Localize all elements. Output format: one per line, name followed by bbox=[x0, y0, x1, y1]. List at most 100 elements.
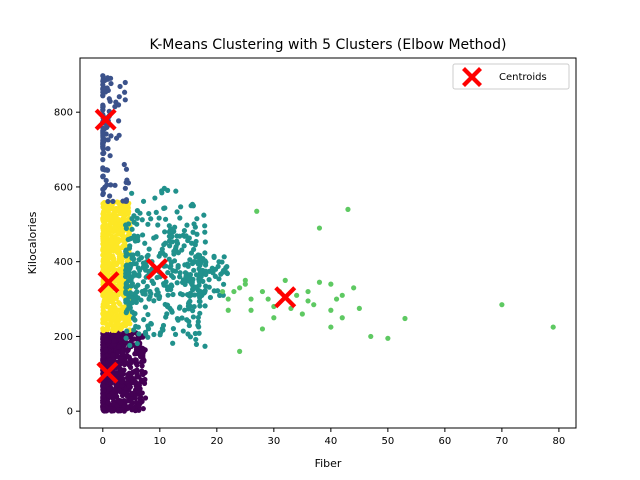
cluster-0-point bbox=[100, 383, 106, 389]
cluster-3-point bbox=[550, 324, 556, 330]
cluster-4-point bbox=[114, 199, 120, 205]
cluster-0-point bbox=[124, 393, 131, 400]
cluster-0-point bbox=[127, 364, 134, 370]
cluster-3-point bbox=[225, 296, 231, 302]
cluster-2-point bbox=[139, 288, 145, 295]
cluster-2-point bbox=[129, 190, 135, 196]
cluster-1-point bbox=[116, 94, 122, 100]
cluster-2-point bbox=[181, 243, 187, 249]
cluster-3-point bbox=[248, 307, 254, 313]
cluster-2-point bbox=[145, 334, 151, 340]
cluster-1-point bbox=[100, 107, 106, 113]
y-axis: 0 200 400 600 800 bbox=[54, 108, 80, 418]
cluster-2-point bbox=[217, 292, 223, 298]
centroid-marker bbox=[97, 271, 120, 294]
y-tick-label: 200 bbox=[54, 332, 73, 343]
cluster-2-point bbox=[166, 256, 172, 262]
x-tick-label: 80 bbox=[553, 436, 566, 447]
cluster-1-point bbox=[100, 173, 106, 179]
cluster-4-point bbox=[105, 299, 111, 305]
cluster-2-point bbox=[162, 216, 169, 222]
cluster-1-point bbox=[100, 150, 106, 157]
cluster-4-point bbox=[104, 204, 110, 211]
cluster-2-point bbox=[133, 284, 139, 290]
cluster-2-point bbox=[165, 269, 171, 276]
cluster-0-point bbox=[140, 406, 146, 412]
cluster-0-point bbox=[128, 391, 134, 397]
cluster-2-point bbox=[186, 275, 192, 282]
cluster-0-point bbox=[118, 366, 124, 373]
cluster-2-point bbox=[140, 279, 147, 285]
cluster-1-point bbox=[105, 75, 111, 81]
cluster-2-point bbox=[130, 315, 137, 321]
cluster-2-point bbox=[144, 283, 150, 290]
cluster-2-point bbox=[177, 274, 183, 280]
cluster-4-point bbox=[104, 288, 110, 294]
cluster-2-point bbox=[136, 331, 142, 337]
cluster-4-point bbox=[106, 260, 113, 266]
x-tick-label: 70 bbox=[496, 436, 509, 447]
cluster-0-point bbox=[142, 395, 149, 401]
cluster-0-point bbox=[106, 393, 113, 399]
cluster-2-point bbox=[166, 223, 172, 229]
cluster-4-point bbox=[112, 233, 118, 240]
cluster-2-point bbox=[156, 295, 162, 302]
cluster-2-point bbox=[151, 298, 157, 304]
cluster-2-point bbox=[123, 290, 129, 297]
cluster-2-point bbox=[188, 250, 195, 256]
cluster-4-point bbox=[100, 311, 106, 317]
cluster-2-point bbox=[197, 294, 203, 301]
cluster-1-point bbox=[107, 153, 113, 159]
cluster-1-point bbox=[105, 198, 111, 205]
cluster-0-point bbox=[110, 357, 117, 363]
cluster-2-point bbox=[186, 318, 192, 325]
cluster-2-point bbox=[193, 336, 199, 343]
cluster-0-point bbox=[119, 407, 125, 413]
cluster-1-point bbox=[100, 131, 106, 137]
cluster-0-point bbox=[101, 387, 107, 394]
cluster-2-point bbox=[154, 287, 160, 293]
cluster-2-point bbox=[210, 270, 216, 276]
cluster-2-point bbox=[175, 263, 181, 269]
cluster-2-point bbox=[139, 232, 146, 238]
x-tick-label: 10 bbox=[153, 436, 166, 447]
cluster-2-point bbox=[139, 217, 145, 223]
cluster-0-point bbox=[139, 368, 145, 374]
cluster-1-point bbox=[121, 89, 128, 95]
cluster-3-point bbox=[254, 208, 260, 214]
centroid-marker bbox=[145, 258, 168, 281]
data-points bbox=[100, 73, 556, 414]
centroid-marker bbox=[94, 108, 117, 131]
cluster-3-point bbox=[242, 277, 248, 283]
cluster-2-point bbox=[140, 198, 147, 204]
cluster-2-point bbox=[123, 263, 129, 269]
cluster-2-point bbox=[168, 263, 174, 269]
cluster-2-point bbox=[171, 258, 178, 264]
cluster-2-point bbox=[145, 252, 151, 258]
cluster-4-point bbox=[118, 226, 124, 232]
cluster-2-point bbox=[165, 292, 171, 298]
cluster-2-point bbox=[131, 298, 138, 304]
cluster-3-point bbox=[339, 292, 345, 298]
cluster-4-point bbox=[101, 316, 107, 323]
cluster-4-point bbox=[108, 206, 115, 212]
cluster-1-point bbox=[100, 141, 106, 147]
cluster-2-point bbox=[191, 267, 197, 273]
cluster-1-point bbox=[124, 177, 130, 183]
cluster-2-point bbox=[162, 205, 168, 211]
cluster-4-point bbox=[112, 292, 118, 298]
cluster-2-point bbox=[135, 265, 141, 271]
cluster-2-point bbox=[177, 270, 183, 276]
cluster-3-point bbox=[294, 292, 300, 298]
cluster-2-point bbox=[170, 268, 176, 274]
cluster-1-point bbox=[113, 135, 120, 141]
cluster-2-point bbox=[185, 237, 191, 244]
cluster-2-point bbox=[127, 265, 133, 271]
cluster-2-point bbox=[169, 234, 175, 240]
cluster-0-point bbox=[139, 363, 145, 369]
cluster-2-point bbox=[152, 195, 158, 201]
cluster-2-point bbox=[181, 280, 187, 286]
cluster-1-point bbox=[122, 97, 128, 103]
cluster-4-point bbox=[111, 256, 117, 262]
cluster-0-point bbox=[104, 337, 110, 343]
